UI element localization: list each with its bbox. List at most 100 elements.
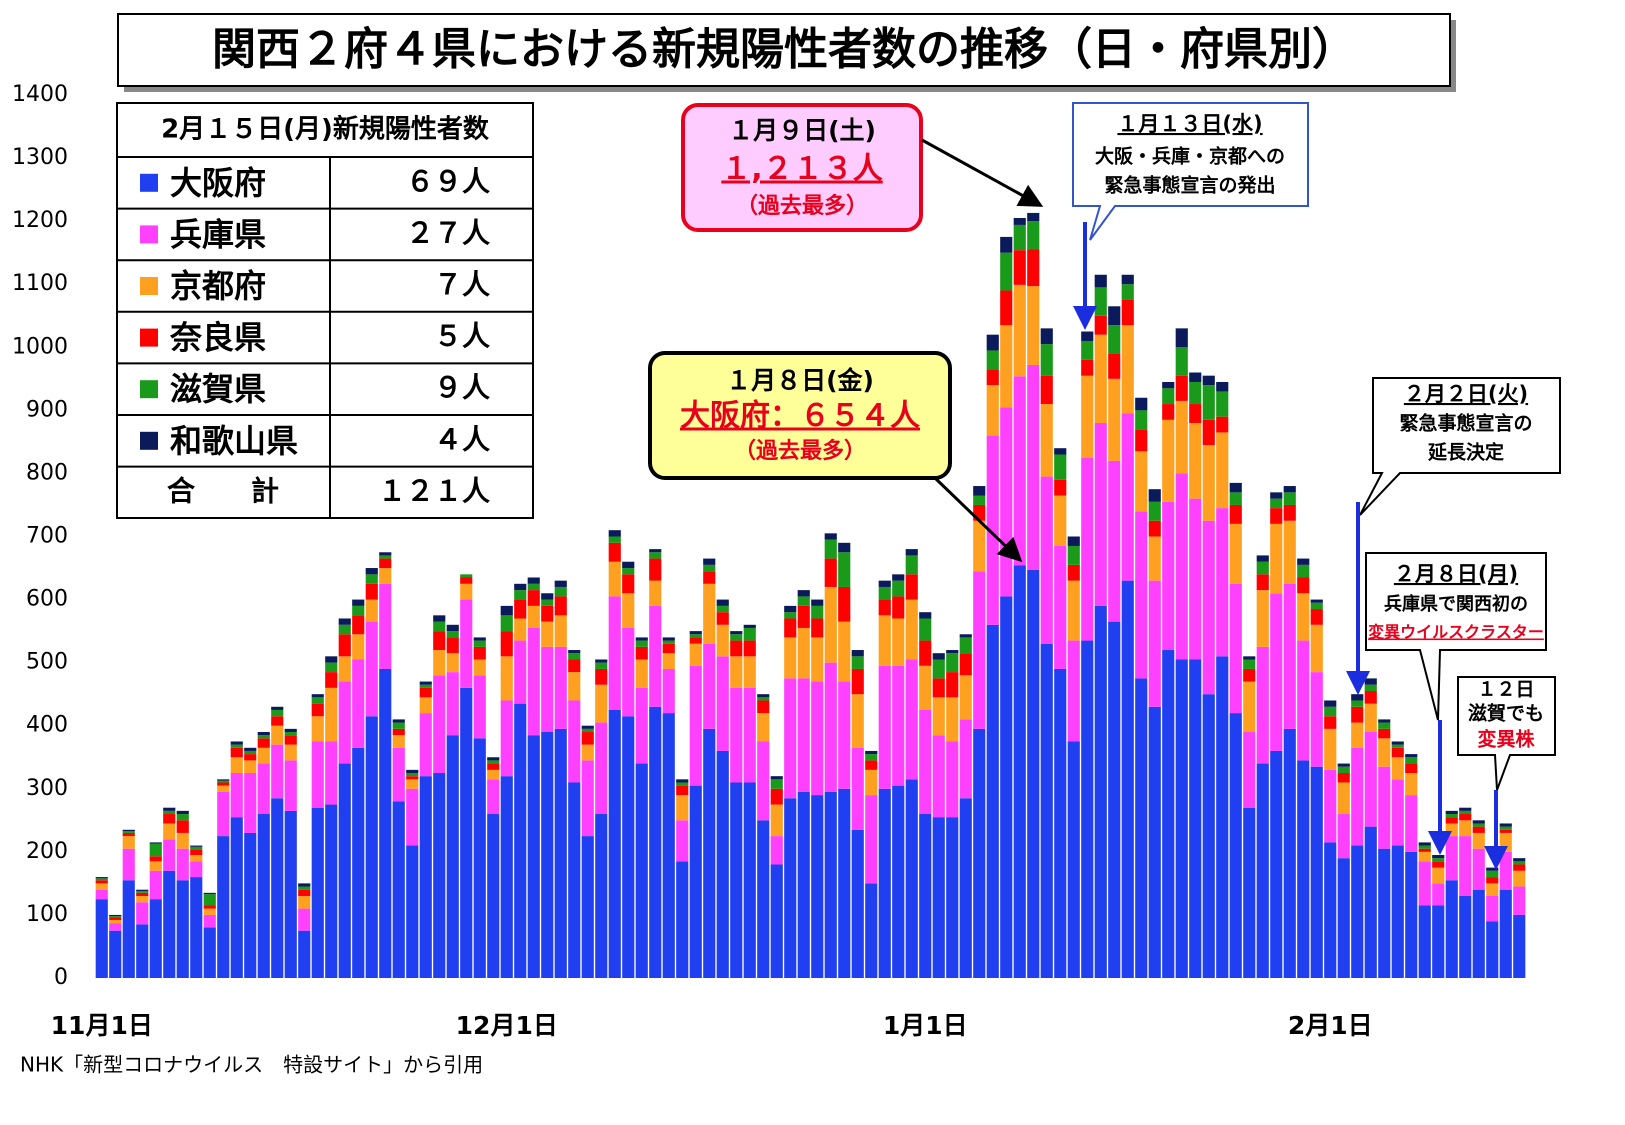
- bar-segment: [878, 580, 891, 587]
- bar-segment: [487, 757, 500, 761]
- bar-segment: [1216, 508, 1229, 657]
- bar-segment: [1256, 561, 1269, 575]
- bar-segment: [622, 561, 635, 569]
- table-border: [116, 102, 534, 519]
- bar-segment: [298, 908, 311, 931]
- bar-segment: [797, 678, 810, 792]
- bar-segment: [109, 916, 122, 918]
- bar-segment: [676, 795, 689, 821]
- bar-segment: [473, 675, 486, 739]
- bar-segment: [1081, 375, 1094, 458]
- bar-segment: [1270, 492, 1283, 499]
- bar-segment: [1189, 372, 1202, 382]
- bar-segment: [662, 640, 675, 644]
- bar-segment: [1108, 306, 1121, 326]
- bar-segment: [379, 552, 392, 556]
- bar-segment: [1486, 867, 1499, 871]
- bar-segment: [1351, 845, 1364, 978]
- bar-segment: [595, 668, 608, 685]
- bar-segment: [500, 776, 513, 978]
- bar-segment: [1432, 861, 1445, 868]
- bar-segment: [419, 684, 432, 688]
- bar-segment: [595, 684, 608, 723]
- bar-segment: [784, 612, 797, 619]
- bar-segment: [433, 631, 446, 651]
- bar-segment: [757, 741, 770, 821]
- bar-segment: [392, 728, 405, 736]
- bar-segment: [1148, 489, 1161, 502]
- bar-segment: [919, 814, 932, 978]
- bar-segment: [932, 659, 945, 679]
- bar-segment: [176, 880, 189, 978]
- bar-segment: [136, 896, 149, 903]
- table-amount: ２７人: [406, 216, 490, 249]
- bar-segment: [811, 618, 824, 638]
- callout-text: 延長決定: [1427, 441, 1504, 464]
- bar-segment: [649, 552, 662, 559]
- bar-segment: [230, 744, 243, 748]
- bar-segment: [392, 735, 405, 748]
- bar-segment: [1162, 381, 1175, 389]
- callout-text: 変異ウイルスクラスター: [1368, 623, 1544, 642]
- bar-segment: [676, 779, 689, 783]
- bar-segment: [1378, 722, 1391, 729]
- bar-segment: [568, 659, 581, 673]
- bar-segment: [190, 846, 203, 850]
- bar-segment: [325, 741, 338, 805]
- bar-segment: [716, 612, 729, 625]
- bar-segment: [203, 894, 216, 906]
- bar-segment: [1054, 495, 1067, 546]
- bar-segment: [1148, 501, 1161, 521]
- bar-segment: [1243, 659, 1256, 669]
- bar-segment: [1175, 473, 1188, 660]
- bar-segment: [770, 836, 783, 865]
- bar-segment: [568, 782, 581, 978]
- bar-segment: [298, 889, 311, 897]
- bar-segment: [527, 590, 540, 606]
- bar-segment: [689, 637, 702, 644]
- bar-segment: [217, 791, 230, 837]
- bar-segment: [1202, 694, 1215, 978]
- bar-segment: [1513, 914, 1526, 978]
- bar-segment: [1310, 672, 1323, 767]
- callout-text: １２日: [1477, 679, 1534, 701]
- bar-segment: [703, 728, 716, 978]
- bar-segment: [1013, 224, 1026, 251]
- bar-segment: [406, 769, 419, 774]
- bar-segment: [176, 810, 189, 815]
- bar-segment: [608, 536, 621, 543]
- y-tick-label: 1400: [12, 82, 68, 107]
- bar-segment: [959, 637, 972, 654]
- bar-segment: [1472, 889, 1485, 978]
- bar-segment: [1337, 763, 1350, 767]
- bar-segment: [1324, 716, 1337, 729]
- bar-segment: [1405, 757, 1418, 764]
- bar-segment: [325, 672, 338, 688]
- bar-segment: [406, 773, 419, 777]
- bar-segment: [365, 599, 378, 622]
- bar-segment: [365, 568, 378, 575]
- bar-segment: [1000, 252, 1013, 291]
- bar-segment: [163, 814, 176, 824]
- bar-segment: [541, 605, 554, 622]
- callout-box: [648, 351, 952, 480]
- bar-segment: [770, 779, 783, 789]
- bar-segment: [1499, 829, 1512, 833]
- bar-segment: [379, 555, 392, 559]
- callout-text: 大阪府：６５４人: [680, 399, 920, 434]
- bar-segment: [1175, 375, 1188, 401]
- callout-text: 緊急事態宣言の発出: [1104, 174, 1275, 197]
- bar-segment: [109, 919, 122, 924]
- bar-segment: [1094, 605, 1107, 978]
- bar-segment: [689, 643, 702, 666]
- bar-segment: [608, 709, 621, 978]
- bar-segment: [595, 662, 608, 669]
- bar-segment: [851, 650, 864, 657]
- bar-segment: [392, 719, 405, 723]
- x-tick-label: 1月1日: [883, 1011, 968, 1040]
- bar-segment: [271, 716, 284, 726]
- table-title: 2月１５日(月)新規陽性者数: [161, 114, 490, 145]
- bar-segment: [811, 795, 824, 978]
- bar-segment: [865, 795, 878, 884]
- bar-segment: [338, 763, 351, 978]
